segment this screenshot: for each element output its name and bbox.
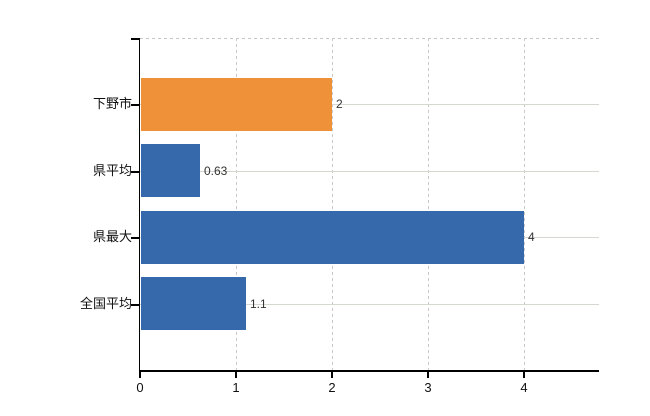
category-label: 下野市 [92,96,132,111]
bar-chart: 2 0.63 4 1.1 下野市県平均県最大全国平均 0 1 2 3 4 [40,16,650,416]
bar-value-label: 2 [336,97,343,111]
x-axis-line [138,370,599,372]
bar [141,211,524,264]
category-label: 全国平均 [79,296,132,311]
y-tick [131,237,139,239]
x-tick-label: 2 [328,380,336,395]
x-tick-label: 1 [232,380,240,395]
gridline-horizontal [140,171,599,172]
category-label: 県平均 [92,163,132,178]
bar [141,78,332,131]
bar [141,144,200,197]
gridline-vertical [524,38,526,370]
x-tick [139,371,141,378]
x-tick-label: 3 [424,380,432,395]
y-tick [131,171,139,173]
x-tick [523,371,525,378]
gridline-horizontal [140,104,599,105]
plot-top-border [140,38,599,39]
bar-value-label: 1.1 [250,297,267,311]
x-tick [331,371,333,378]
gridline-vertical [236,38,238,370]
y-tick [131,104,139,106]
gridline-vertical [332,38,334,370]
x-tick-label: 4 [520,380,528,395]
x-tick [427,371,429,378]
bar-value-label: 0.63 [204,164,228,178]
gridline-vertical [428,38,430,370]
y-axis-end-tick [131,38,139,40]
category-label: 県最大 [92,229,132,244]
y-axis-line [138,38,140,372]
x-tick-label: 0 [136,380,144,395]
bar-value-label: 4 [528,230,535,244]
gridline-horizontal [140,304,599,305]
bar [141,277,246,330]
y-tick [131,304,139,306]
x-tick [235,371,237,378]
